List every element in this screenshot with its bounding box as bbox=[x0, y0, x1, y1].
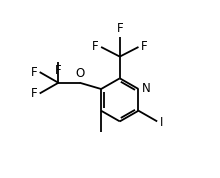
Text: O: O bbox=[75, 67, 84, 80]
Text: F: F bbox=[116, 22, 123, 35]
Text: F: F bbox=[31, 66, 38, 79]
Text: F: F bbox=[55, 64, 62, 77]
Text: F: F bbox=[141, 40, 147, 53]
Text: F: F bbox=[31, 87, 38, 100]
Text: N: N bbox=[142, 82, 150, 96]
Text: F: F bbox=[92, 40, 99, 53]
Text: I: I bbox=[160, 116, 163, 129]
